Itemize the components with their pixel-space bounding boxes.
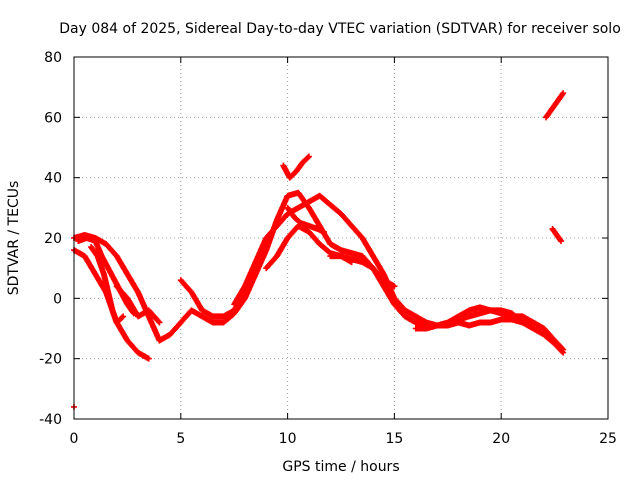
y-tick-label: 60 bbox=[44, 110, 62, 126]
data-point-marker bbox=[560, 90, 567, 97]
y-tick-label: 0 bbox=[53, 291, 62, 307]
y-tick-label: -40 bbox=[39, 412, 62, 428]
tick-labels: 0 5 10 15 20 25 -40 -20 0 20 40 60 80 bbox=[39, 50, 617, 447]
data-point-marker bbox=[305, 153, 312, 160]
y-axis-label: SDTVAR / TECUs bbox=[6, 181, 22, 296]
data-point-marker bbox=[559, 345, 566, 352]
data-point-marker bbox=[252, 271, 259, 278]
data-point-marker bbox=[320, 228, 327, 235]
data-point-marker bbox=[155, 318, 162, 325]
data-point-marker bbox=[530, 322, 537, 329]
data-point-marker bbox=[560, 346, 567, 353]
x-tick-label: 25 bbox=[599, 431, 617, 447]
plot-border bbox=[73, 56, 609, 420]
y-tick-label: 40 bbox=[44, 171, 62, 187]
data-point-marker bbox=[119, 314, 126, 321]
y-tick-label: -20 bbox=[39, 352, 62, 368]
data-points bbox=[71, 90, 567, 410]
chart-title: Day 084 of 2025, Sidereal Day-to-day VTE… bbox=[59, 21, 621, 37]
data-point-marker bbox=[156, 319, 163, 326]
grid-lines bbox=[74, 57, 608, 419]
data-point-marker bbox=[558, 238, 565, 245]
x-tick-label: 5 bbox=[176, 431, 185, 447]
x-tick-label: 10 bbox=[279, 431, 297, 447]
x-tick-label: 0 bbox=[70, 431, 79, 447]
x-axis-label: GPS time / hours bbox=[282, 459, 399, 475]
data-point-marker bbox=[391, 283, 398, 290]
y-tick-label: 80 bbox=[44, 50, 62, 66]
x-tick-label: 20 bbox=[492, 431, 510, 447]
x-tick-label: 15 bbox=[385, 431, 403, 447]
y-tick-label: 20 bbox=[44, 231, 62, 247]
data-point-marker bbox=[145, 355, 152, 362]
data-point-marker bbox=[120, 313, 127, 320]
data-point-marker bbox=[304, 154, 311, 161]
